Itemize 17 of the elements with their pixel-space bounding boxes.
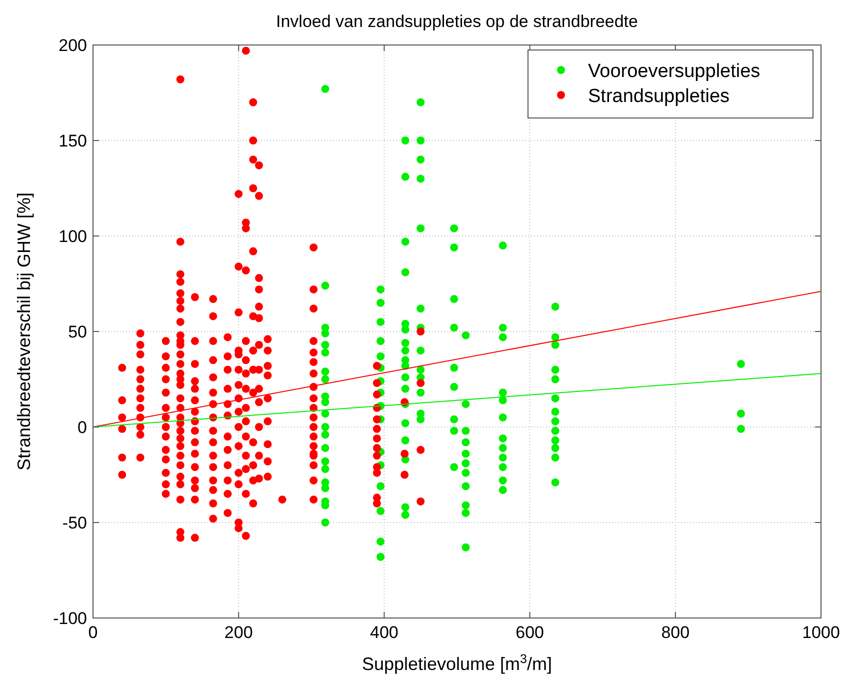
y-tick-label: -100 <box>52 609 87 628</box>
y-tick-label: 150 <box>58 132 87 150</box>
y-axis-title: Strandbreedteverschil bij GHW [%] <box>14 192 34 471</box>
chart-title: Invloed van zandsuppleties op de strandbreedte <box>276 12 638 31</box>
y-tick-label: 200 <box>58 36 87 55</box>
x-tick-label: 400 <box>370 623 398 642</box>
y-tick-label: 0 <box>78 418 87 437</box>
y-tick-label: -50 <box>62 514 87 532</box>
legend-label: Strandsuppleties <box>588 86 730 107</box>
x-tick-label: 200 <box>224 623 253 642</box>
y-tick-label: 100 <box>58 227 87 246</box>
legend-label: Vooroeversuppleties <box>588 61 760 82</box>
x-tick-label: 1000 <box>802 623 840 642</box>
x-axis-title: Suppletievolume [m$^{3}$/m] <box>362 652 552 674</box>
y-tick-label: 50 <box>68 322 87 342</box>
x-tick-label: 600 <box>516 623 544 642</box>
x-tick-label: 800 <box>661 623 690 642</box>
